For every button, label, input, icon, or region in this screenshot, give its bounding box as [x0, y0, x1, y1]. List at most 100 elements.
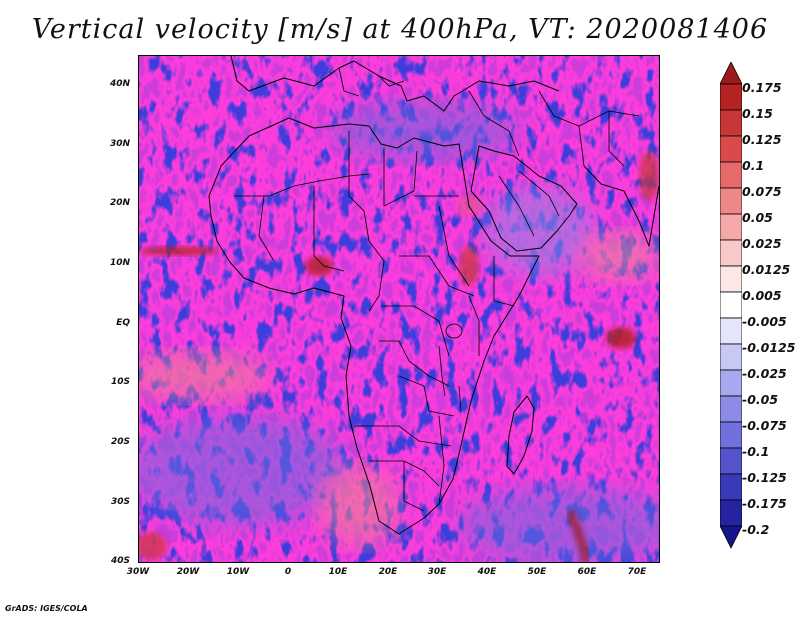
x-tick-label: 70E	[627, 567, 647, 577]
chart-title: Vertical velocity [m/s] at 400hPa, VT: 2…	[31, 14, 769, 45]
colorbar-label: -0.2	[742, 522, 770, 537]
colorbar-label: -0.05	[742, 392, 779, 407]
y-tick-label: 40S	[110, 556, 130, 566]
coastlines	[208, 56, 659, 535]
x-tick-label: 30W	[126, 567, 150, 577]
west-africa-ascent	[305, 256, 333, 276]
colorbar-label: -0.075	[742, 418, 787, 433]
colorbar-max-arrow	[720, 62, 742, 85]
y-tick-label: 30S	[110, 497, 130, 507]
y-tick-label: 10S	[110, 377, 130, 387]
colorbar-label: -0.175	[742, 496, 787, 511]
colorbar-label: -0.1	[742, 444, 770, 459]
y-tick-label: 20S	[110, 437, 130, 447]
border-line	[438, 415, 445, 505]
lake-tanganyika	[438, 345, 446, 397]
colorbar-segment	[720, 265, 742, 293]
border-line	[258, 195, 275, 262]
colorbar-label: 0.05	[742, 210, 773, 225]
arabia-subsidence	[484, 186, 594, 276]
madagascar-coastline	[506, 395, 535, 475]
colorbar-segment	[720, 395, 742, 423]
x-tick-label: 20E	[378, 567, 398, 577]
colorbar-segment	[720, 317, 742, 345]
y-tick-label: 20N	[109, 198, 130, 208]
colorbar-segment	[720, 473, 742, 501]
colorbar-segment	[720, 83, 742, 111]
colorbar-label: 0.1	[742, 158, 765, 173]
border-line	[398, 375, 455, 417]
y-tick-label: 10N	[109, 258, 130, 268]
x-tick-label: 60E	[577, 567, 597, 577]
colorbar-label: -0.0125	[742, 340, 796, 355]
border-line	[578, 125, 585, 167]
border-line	[368, 240, 385, 312]
border-line	[348, 131, 370, 242]
x-tick-label: 10E	[328, 567, 348, 577]
border-line	[234, 173, 370, 197]
lakes	[438, 323, 463, 412]
colorbar-segment	[720, 239, 742, 267]
lake-malawi	[458, 385, 462, 412]
southern-africa-ascent	[319, 466, 399, 546]
itcz-ascent-west	[139, 246, 219, 256]
border-line	[608, 111, 625, 167]
lake-victoria	[445, 323, 463, 339]
border-line	[381, 305, 450, 357]
border-line	[493, 256, 515, 307]
border-line	[379, 340, 450, 387]
x-tick-label: 50E	[527, 567, 547, 577]
colorbar-segment	[720, 109, 742, 137]
colorbar-segment	[720, 161, 742, 189]
colorbar-label: 0.15	[742, 106, 773, 121]
south-indian-subsidence	[459, 486, 659, 562]
equatorial-atlantic-ascent	[139, 351, 269, 401]
india-coastline	[583, 165, 659, 247]
grads-credit: GrADS: IGES/COLA	[5, 604, 88, 613]
y-tick-label: 30N	[109, 139, 130, 149]
mediterranean-subsidence	[329, 101, 519, 161]
x-tick-label: 40E	[477, 567, 497, 577]
colorbar-segment	[720, 135, 742, 163]
colorbar-label: 0.0125	[742, 262, 791, 277]
regional-tints	[139, 101, 659, 562]
colorbar-label: -0.125	[742, 470, 787, 485]
ethiopia-ascent	[459, 246, 479, 286]
x-tick-label: 20W	[176, 567, 200, 577]
colorbar-segment	[720, 291, 742, 319]
border-line	[468, 90, 520, 157]
y-tick-label: EQ	[116, 318, 130, 328]
colorbar-segment	[720, 421, 742, 449]
border-line	[403, 461, 425, 512]
ascent-hotspots	[139, 151, 659, 562]
border-line	[313, 186, 345, 272]
colorbar-label: 0.175	[742, 80, 782, 95]
x-tick-label: 30E	[427, 567, 447, 577]
border-line	[378, 75, 405, 87]
x-tick-label: 0	[284, 567, 292, 577]
border-line	[369, 460, 440, 487]
arabia-coastline	[470, 145, 578, 252]
colorbar-label: 0.005	[742, 288, 782, 303]
europe-coastline	[230, 56, 560, 112]
southwest-atlantic-ascent	[139, 532, 167, 560]
colorbar-min-arrow	[720, 525, 742, 549]
colorbar-segment	[720, 447, 742, 475]
border-line	[338, 67, 360, 97]
border-line	[383, 148, 418, 207]
south-atlantic-subsidence	[139, 416, 349, 526]
border-line	[498, 175, 535, 237]
colorbar-segment	[720, 499, 742, 527]
border-line	[518, 170, 560, 217]
border-line	[399, 255, 475, 297]
border-line	[468, 295, 480, 356]
india-coast-ascent	[639, 151, 659, 201]
colorbar-label: 0.075	[742, 184, 782, 199]
colorbar-label: -0.025	[742, 366, 787, 381]
colorbar-label: 0.025	[742, 236, 782, 251]
x-tick-label: 10W	[226, 567, 250, 577]
border-line	[354, 425, 452, 447]
colorbar-label: -0.005	[742, 314, 787, 329]
border-line	[438, 205, 470, 287]
colorbar-label: 0.125	[742, 132, 782, 147]
